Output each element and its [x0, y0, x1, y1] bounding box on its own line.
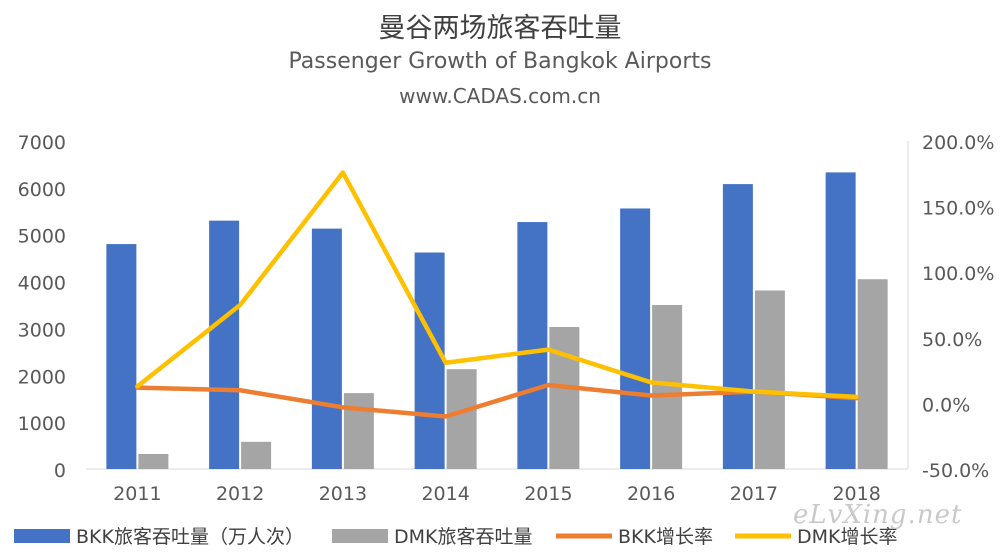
- right-tick-label: 200.0%: [922, 132, 994, 154]
- right-tick-label: -50.0%: [922, 460, 989, 482]
- watermark: eLvXing.net: [793, 500, 963, 530]
- legend-swatch: [332, 529, 388, 543]
- chart-title: 曼谷两场旅客吞吐量: [378, 13, 622, 44]
- left-tick-label: 3000: [18, 319, 66, 341]
- bar-dmk: [754, 290, 785, 469]
- right-tick-label: 0.0%: [922, 394, 970, 416]
- left-tick-label: 7000: [18, 132, 66, 154]
- bar-bkk: [311, 228, 342, 469]
- left-tick-label: 6000: [18, 179, 66, 201]
- bar-dmk: [857, 279, 888, 469]
- bar-dmk: [343, 393, 374, 469]
- x-tick-label: 2013: [319, 483, 367, 505]
- bar-bkk: [414, 252, 445, 469]
- legend-swatch: [14, 529, 70, 543]
- bar-bkk: [209, 220, 240, 469]
- bar-bkk: [825, 172, 856, 469]
- x-tick-label: 2018: [832, 483, 880, 505]
- bar-bkk: [620, 208, 651, 469]
- left-tick-label: 5000: [18, 226, 66, 248]
- x-tick-label: 2015: [524, 483, 572, 505]
- bar-dmk: [446, 369, 477, 469]
- bar-dmk: [138, 454, 169, 469]
- chart-subtitle: Passenger Growth of Bangkok Airports: [288, 49, 712, 74]
- bar-bkk: [517, 222, 548, 469]
- legend-label: DMK旅客吞吐量: [394, 526, 532, 548]
- x-tick-label: 2014: [421, 483, 469, 505]
- right-tick-label: 100.0%: [922, 263, 994, 285]
- bar-bkk: [106, 244, 137, 469]
- right-tick-label: 150.0%: [922, 198, 994, 220]
- series-line-dmk-growth: [135, 170, 859, 400]
- x-tick-label: 2011: [113, 483, 161, 505]
- x-tick-label: 2012: [216, 483, 264, 505]
- x-tick-label: 2017: [730, 483, 778, 505]
- left-tick-label: 0: [54, 460, 66, 482]
- bar-dmk: [549, 327, 580, 469]
- left-tick-label: 2000: [18, 366, 66, 388]
- legend-label: BKK旅客吞吐量（万人次）: [76, 526, 304, 548]
- right-tick-label: 50.0%: [922, 329, 982, 351]
- bar-dmk: [241, 441, 272, 469]
- bar-bkk: [722, 184, 753, 469]
- left-tick-label: 4000: [18, 273, 66, 295]
- x-tick-label: 2016: [627, 483, 675, 505]
- legend-label: BKK增长率: [618, 526, 713, 548]
- chart-source: www.CADAS.com.cn: [399, 84, 601, 108]
- bar-dmk: [652, 305, 683, 469]
- left-tick-label: 1000: [18, 413, 66, 435]
- legend-label: DMK增长率: [797, 526, 897, 548]
